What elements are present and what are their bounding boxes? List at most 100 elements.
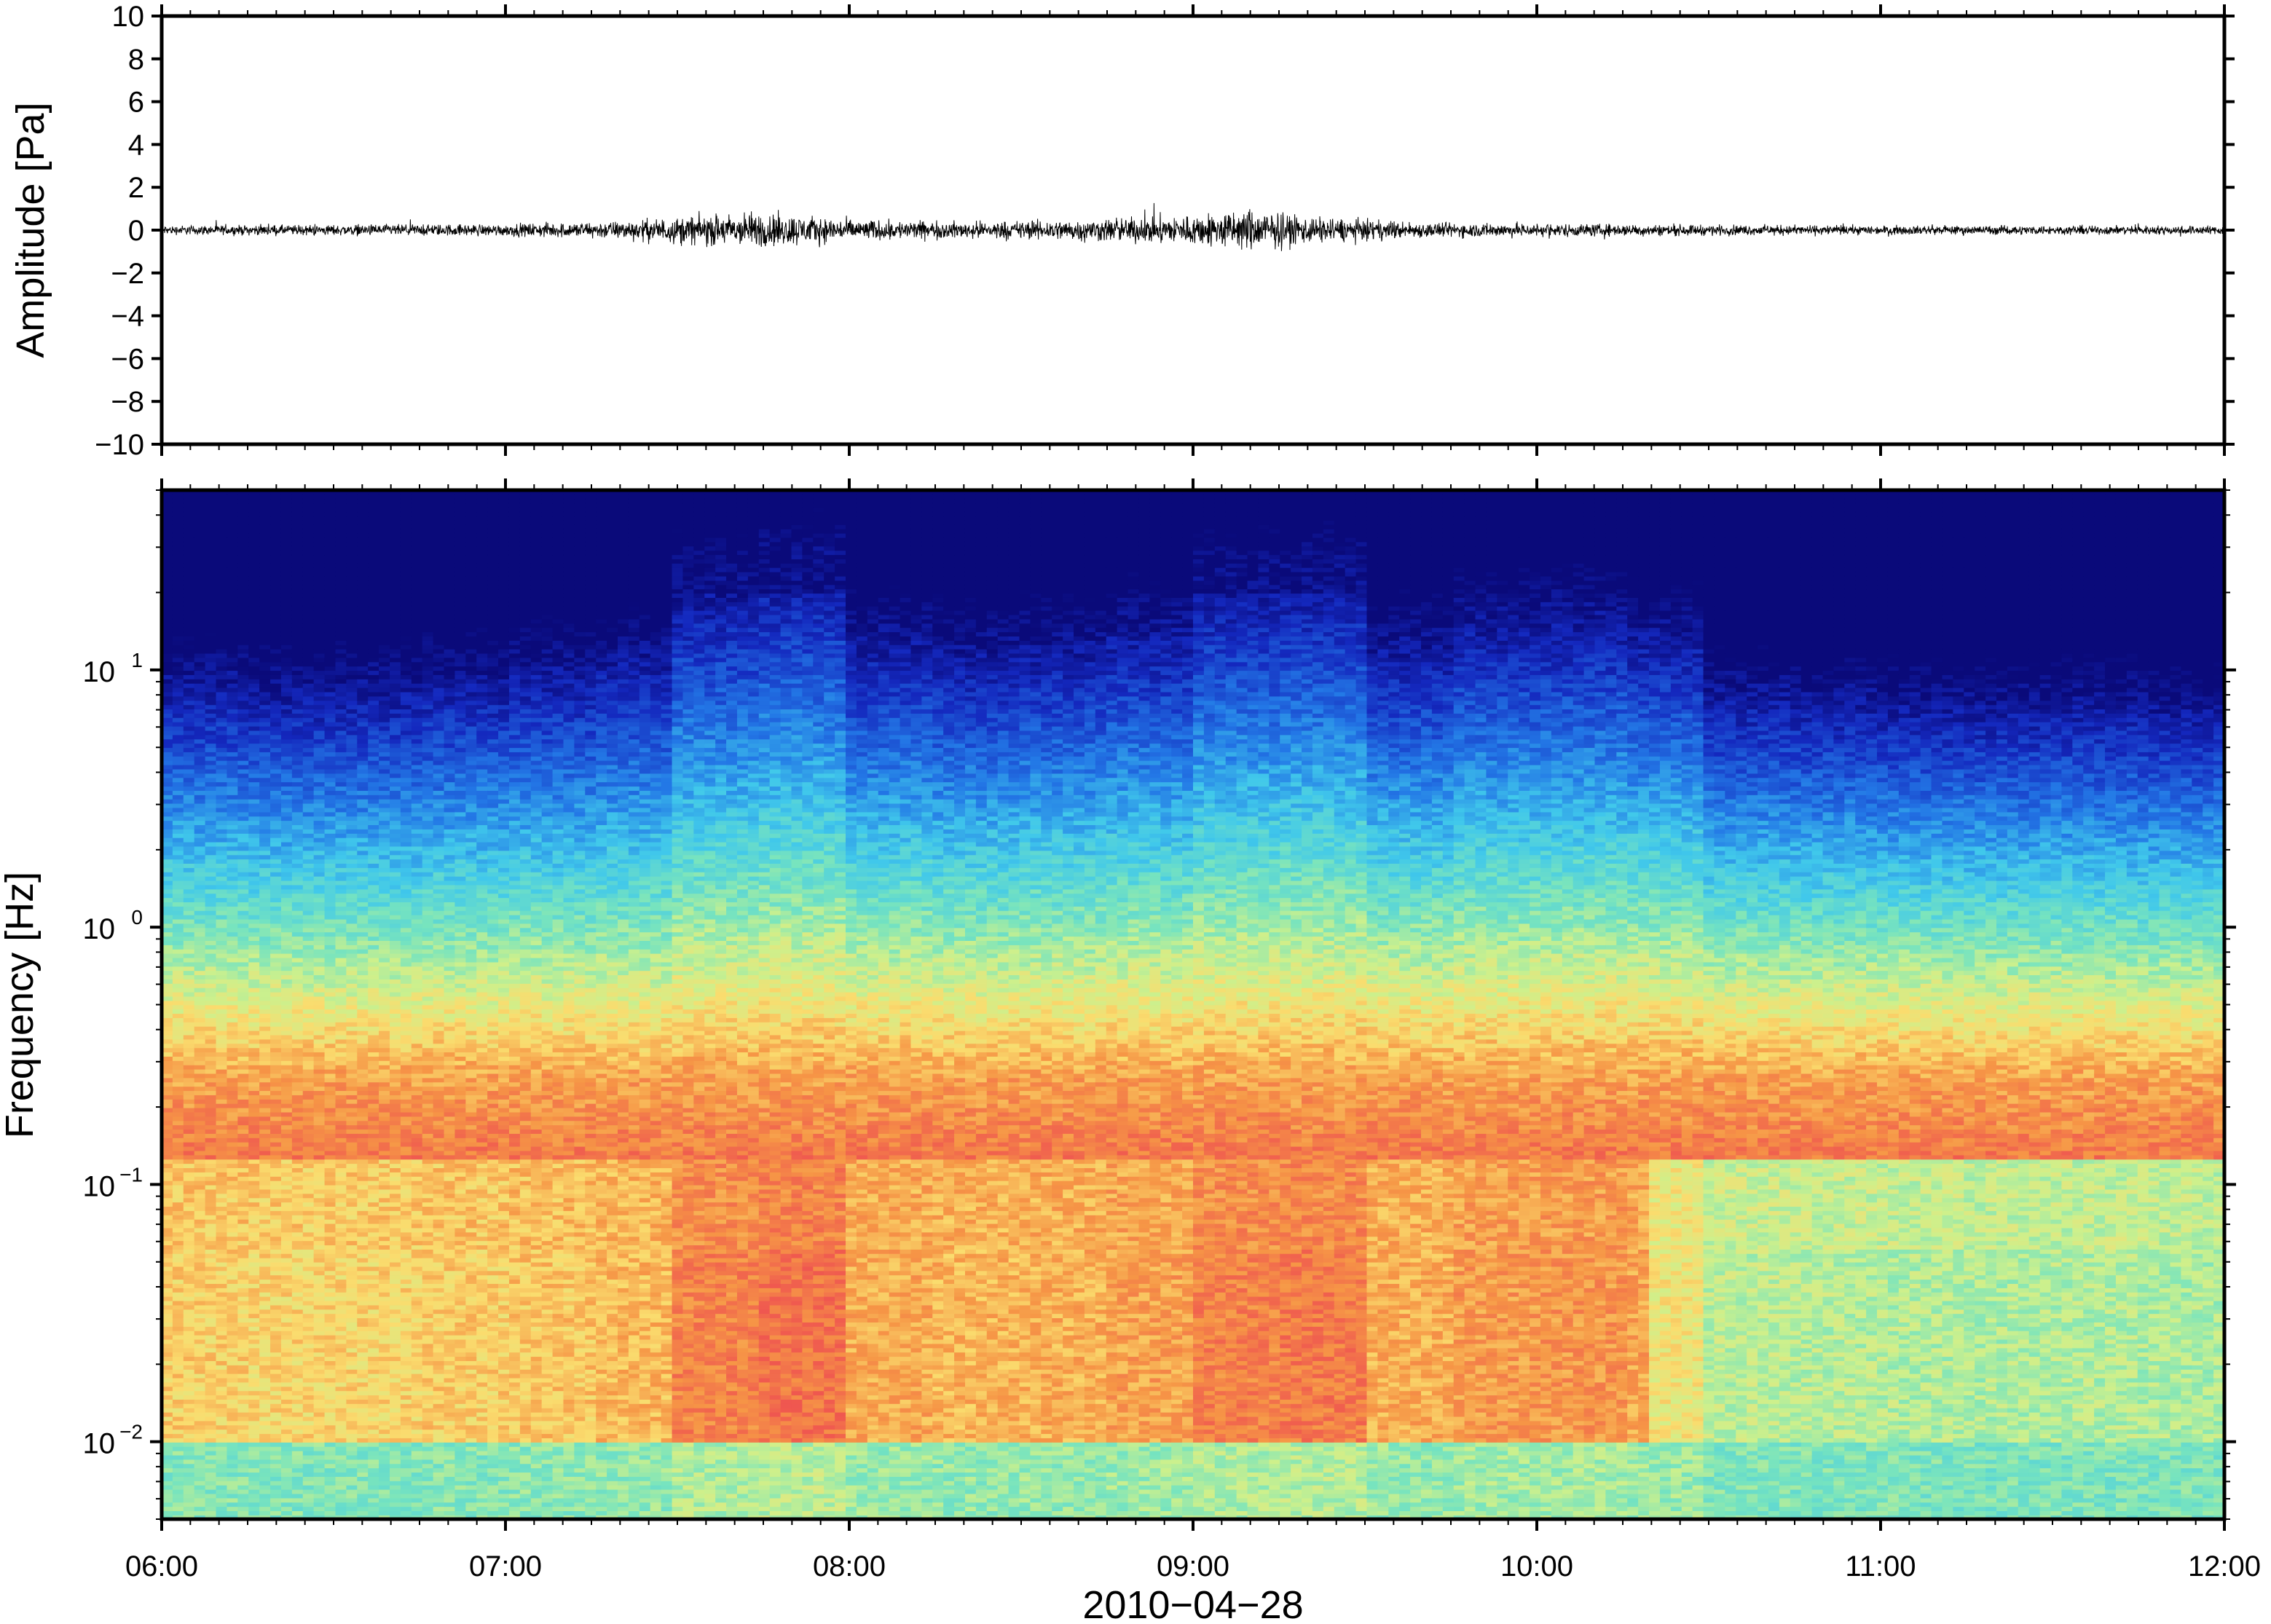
spectrogram-cell bbox=[270, 1266, 282, 1272]
spectrogram-cell bbox=[205, 927, 217, 933]
spectrogram-cell bbox=[205, 1510, 217, 1515]
spectrogram-cell bbox=[183, 1124, 195, 1130]
spectrogram-cell bbox=[335, 1339, 347, 1344]
spectrogram-cell bbox=[172, 1395, 184, 1400]
spectrogram-cell bbox=[313, 1116, 326, 1122]
spectrogram-cell bbox=[248, 700, 260, 706]
spectrogram-cell bbox=[313, 588, 326, 594]
spectrogram-cell bbox=[162, 1253, 173, 1258]
spectrogram-cell bbox=[270, 880, 282, 886]
spectrogram-cell bbox=[270, 1013, 282, 1018]
spectrogram-cell bbox=[259, 948, 271, 954]
spectrogram-cell bbox=[162, 700, 173, 706]
spectrogram-cell bbox=[313, 1352, 326, 1357]
spectrogram-cell bbox=[280, 923, 293, 929]
spectrogram-cell bbox=[302, 790, 315, 795]
spectrogram-cell bbox=[270, 734, 282, 740]
spectrogram-cell bbox=[248, 1060, 260, 1065]
spectrogram-cell bbox=[183, 936, 195, 941]
spectrogram-cell bbox=[324, 1309, 336, 1314]
spectrogram-cell bbox=[183, 623, 195, 628]
spectrogram-cell bbox=[291, 1472, 304, 1477]
spectrogram-cell bbox=[227, 520, 239, 525]
spectrogram-cell bbox=[280, 1373, 293, 1379]
spectrogram-cell bbox=[270, 602, 282, 607]
spectrogram-cell bbox=[280, 1231, 293, 1237]
spectrogram-cell bbox=[183, 1245, 195, 1250]
spectrogram-cell bbox=[205, 1395, 217, 1400]
spectrogram-cell bbox=[302, 713, 315, 718]
spectrogram-cell bbox=[346, 1146, 358, 1151]
spectrogram-cell bbox=[194, 1424, 206, 1430]
spectrogram-cell bbox=[335, 833, 347, 838]
spectrogram-cell bbox=[346, 1253, 358, 1258]
spectrogram-cell bbox=[270, 1180, 282, 1186]
spectrogram-cell bbox=[291, 627, 304, 633]
spectrogram-cell bbox=[357, 1356, 369, 1361]
spectrogram-cell bbox=[259, 1403, 271, 1408]
spectrogram-cell bbox=[162, 1086, 173, 1092]
spectrogram-cell bbox=[172, 1326, 184, 1331]
spectrogram-cell bbox=[280, 1193, 293, 1199]
spectrogram-cell bbox=[216, 1356, 228, 1361]
spectrogram-cell bbox=[183, 824, 195, 829]
spectrogram-cell bbox=[183, 1266, 195, 1272]
spectrogram-cell bbox=[368, 593, 379, 598]
spectrogram-cell bbox=[194, 1450, 206, 1456]
spectrogram-cell bbox=[172, 1352, 184, 1357]
spectrogram-cell bbox=[205, 953, 217, 958]
spectrogram-cell bbox=[346, 991, 358, 997]
spectrogram-cell bbox=[324, 1103, 336, 1108]
spectrogram-cell bbox=[172, 545, 184, 551]
spectrogram-cell bbox=[270, 1111, 282, 1117]
spectrogram-cell bbox=[313, 867, 326, 872]
spectrogram-cell bbox=[183, 1056, 195, 1061]
spectrogram-cell bbox=[172, 833, 184, 838]
spectrogram-cell bbox=[280, 1484, 293, 1490]
spectrogram-cell bbox=[259, 1261, 271, 1267]
spectrogram-cell bbox=[280, 1334, 293, 1340]
spectrogram-cell bbox=[280, 687, 293, 693]
spectrogram-cell bbox=[346, 1515, 358, 1520]
spectrogram-cell bbox=[357, 709, 369, 714]
spectrogram-cell bbox=[259, 1407, 271, 1413]
spectrogram-cell bbox=[216, 1433, 228, 1438]
spectrogram-cell bbox=[237, 507, 250, 513]
spectrogram-cell bbox=[194, 666, 206, 671]
spectrogram-cell bbox=[368, 559, 379, 564]
spectrogram-cell bbox=[291, 1411, 304, 1417]
spectrogram-cell bbox=[205, 545, 217, 551]
spectrogram-cell bbox=[205, 695, 217, 701]
spectrogram-cell bbox=[259, 1352, 271, 1357]
spectrogram-cell bbox=[368, 841, 379, 847]
spectrogram-cell bbox=[270, 1223, 282, 1229]
spectrogram-cell bbox=[183, 961, 195, 967]
spectrogram-cell bbox=[280, 700, 293, 706]
spectrogram-cell bbox=[237, 1206, 250, 1211]
spectrogram-cell bbox=[227, 1257, 239, 1263]
spectrogram-cell bbox=[183, 580, 195, 586]
spectrogram-cell bbox=[335, 948, 347, 954]
spectrogram-cell bbox=[368, 704, 379, 710]
spectrogram-cell bbox=[237, 1261, 250, 1267]
spectrogram-cell bbox=[280, 1150, 293, 1156]
spectrogram-cell bbox=[270, 931, 282, 937]
spectrogram-cell bbox=[346, 713, 358, 718]
spectrogram-cell bbox=[346, 747, 358, 752]
spectrogram-cell bbox=[183, 1407, 195, 1413]
spectrogram-cell bbox=[205, 845, 217, 851]
spectrogram-cell bbox=[248, 1116, 260, 1122]
spectrogram-cell bbox=[270, 1481, 282, 1486]
spectrogram-cell bbox=[302, 490, 315, 495]
spectrogram-cell bbox=[291, 623, 304, 628]
spectrogram-cell bbox=[302, 953, 315, 958]
spectrogram-cell bbox=[216, 795, 228, 800]
spectrogram-cell bbox=[313, 884, 326, 890]
spectrogram-cell bbox=[194, 752, 206, 757]
spectrogram-cell bbox=[194, 1231, 206, 1237]
spectrogram-cell bbox=[280, 875, 293, 881]
spectrogram-cell bbox=[368, 1060, 379, 1065]
spectrogram-cell bbox=[259, 1360, 271, 1365]
spectrogram-cell bbox=[162, 1261, 173, 1267]
spectrogram-cell bbox=[346, 760, 358, 765]
